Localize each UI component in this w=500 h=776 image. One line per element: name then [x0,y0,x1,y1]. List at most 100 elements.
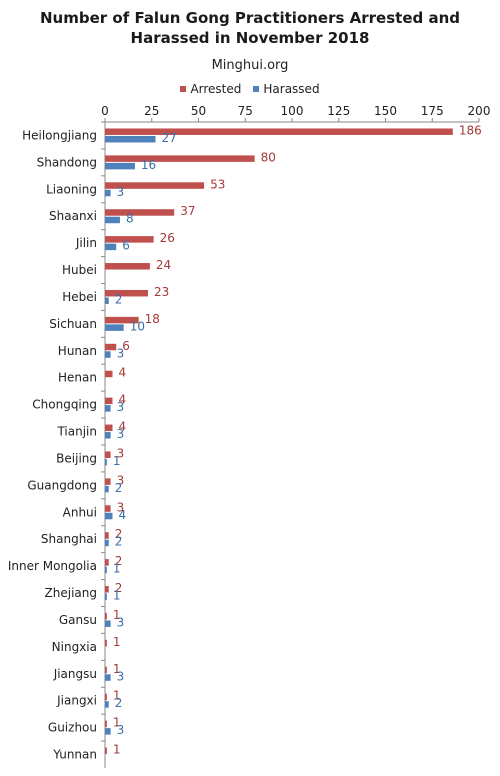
bar-arrested-zhejiang [105,586,109,593]
bar-arrested-shaanxi [105,209,175,216]
category-label-hubei: Hubei [62,263,97,277]
bar-arrested-hebei [105,289,149,297]
category-label-shanghai: Shanghai [41,532,97,546]
category-label-tianjin: Tianjin [56,425,97,439]
category-label-henan: Henan [58,371,97,385]
bar-harassed-hunan [105,351,111,358]
bar-harassed-gansu [105,620,111,627]
data-label-arrested-beijing: 3 [117,446,125,460]
category-label-hunan: Hunan [58,344,97,358]
data-label-arrested-yunnan: 1 [113,743,121,757]
bar-arrested-beijing [105,451,111,458]
bar-harassed-jilin [105,243,117,251]
bar-arrested-anhui [105,505,111,512]
data-label-harassed-jilin: 6 [122,239,130,253]
data-label-harassed-liaoning: 3 [117,185,125,199]
data-label-harassed-inner-mongolia: 1 [113,562,121,576]
category-label-chongqing: Chongqing [32,398,97,412]
data-label-harassed-shandong: 16 [141,158,156,172]
x-tick-label-100: 100 [281,104,304,118]
category-label-liaoning: Liaoning [46,182,97,196]
data-label-harassed-gansu: 3 [117,615,125,629]
data-label-arrested-shandong: 80 [261,150,276,164]
chart-subtitle: Minghui.org [211,58,289,73]
category-label-ningxia: Ningxia [52,640,97,654]
category-label-heilongjiang: Heilongjiang [22,128,97,142]
bar-harassed-chongqing [105,405,111,412]
bar-arrested-gansu [105,612,107,620]
category-label-inner-mongolia: Inner Mongolia [8,559,97,573]
data-label-arrested-shaanxi: 37 [180,204,195,218]
bar-arrested-guangdong [105,478,111,485]
data-label-harassed-hunan: 3 [117,346,125,360]
data-label-arrested-hubei: 24 [156,258,171,272]
data-label-harassed-shaanxi: 8 [126,212,134,226]
bar-arrested-guizhou [105,720,107,728]
category-label-sichuan: Sichuan [49,317,97,331]
legend-item-arrested: Arrested [180,82,241,96]
bar-arrested-jiangxi [105,693,107,701]
bar-harassed-liaoning [105,189,111,197]
data-label-harassed-hebei: 2 [115,292,123,306]
x-tick-label-25: 25 [144,104,159,118]
bar-harassed-beijing [105,458,107,466]
bar-arrested-jilin [105,236,154,243]
chart-title-line-1: Number of Falun Gong Practitioners Arres… [40,9,460,27]
chart-title: Number of Falun Gong Practitioners Arres… [0,8,500,48]
data-label-harassed-shanghai: 2 [115,535,123,549]
bar-arrested-jiangsu [105,666,107,674]
bar-arrested-sichuan [105,316,139,324]
data-label-harassed-beijing: 1 [113,454,121,468]
category-label-jiangxi: Jiangxi [56,694,97,708]
x-tick-label-0: 0 [101,104,109,118]
data-label-arrested-guizhou: 1 [113,716,121,730]
bar-harassed-shandong [105,162,135,170]
bar-arrested-chongqing [105,397,113,405]
bar-harassed-sichuan [105,324,124,331]
data-label-arrested-tianjin: 4 [118,420,126,434]
bar-harassed-guangdong [105,485,109,493]
data-label-arrested-ningxia: 1 [113,635,121,649]
bar-arrested-shanghai [105,532,109,539]
data-label-arrested-hunan: 6 [122,339,130,353]
bar-arrested-shandong [105,155,255,162]
data-label-arrested-gansu: 1 [113,608,121,622]
bar-harassed-anhui [105,512,113,520]
bar-arrested-henan [105,370,113,378]
category-label-beijing: Beijing [56,451,97,465]
legend-item-harassed: Harassed [253,82,320,96]
legend-label-harassed: Harassed [263,82,320,96]
bar-harassed-zhejiang [105,593,107,601]
legend-label-arrested: Arrested [190,82,242,96]
bar-harassed-inner-mongolia [105,566,107,574]
data-label-harassed-chongqing: 3 [117,400,125,414]
data-label-arrested-anhui: 3 [117,500,125,514]
category-label-gansu: Gansu [59,613,97,627]
data-label-arrested-shanghai: 2 [115,527,123,541]
bar-harassed-shaanxi [105,216,120,224]
data-label-harassed-sichuan: 10 [130,319,145,333]
category-label-anhui: Anhui [63,505,97,519]
category-label-shandong: Shandong [37,155,97,169]
data-label-arrested-henan: 4 [118,366,126,380]
data-label-harassed-heilongjiang: 27 [161,131,176,145]
bar-arrested-tianjin [105,424,113,432]
data-label-harassed-jiangxi: 2 [115,696,123,710]
bar-arrested-liaoning [105,182,205,189]
x-tick-label-75: 75 [238,104,253,118]
bar-arrested-ningxia [105,639,107,647]
data-label-arrested-jiangxi: 1 [113,689,121,703]
category-label-hebei: Hebei [62,290,97,304]
category-label-shaanxi: Shaanxi [49,209,97,223]
data-label-arrested-guangdong: 3 [117,473,125,487]
bar-harassed-tianjin [105,432,111,439]
data-label-harassed-zhejiang: 1 [113,589,121,603]
x-tick-label-50: 50 [191,104,206,118]
bar-arrested-yunnan [105,747,107,755]
bar-arrested-hubei [105,263,150,270]
x-tick-label-125: 125 [327,104,350,118]
category-label-guangdong: Guangdong [27,478,97,492]
x-tick-label-200: 200 [468,104,491,118]
data-label-arrested-chongqing: 4 [118,393,126,407]
